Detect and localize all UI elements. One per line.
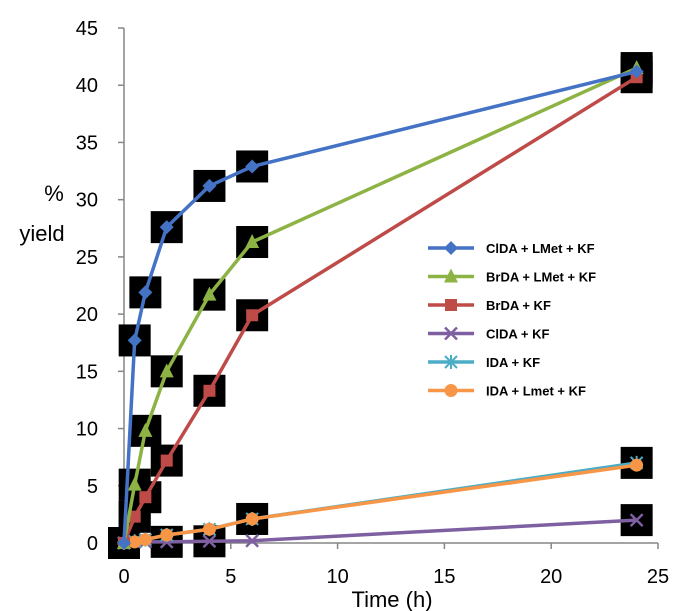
legend-item: BrDA + KF — [428, 298, 551, 313]
series-0 — [117, 64, 644, 550]
data-point — [127, 476, 142, 491]
data-point — [128, 510, 141, 523]
legend-item: IDA + Lmet + KF — [428, 384, 586, 399]
legend-label: BrDA + LMet + KF — [486, 270, 596, 285]
y-tick-label: 10 — [76, 419, 98, 441]
x-axis-title: Time (h) — [351, 587, 432, 611]
data-point — [159, 363, 174, 378]
y-tick-label: 30 — [76, 190, 98, 212]
data-point — [160, 454, 173, 467]
legend-marker — [444, 384, 458, 397]
data-point — [138, 285, 153, 300]
legend-label: IDA + KF — [486, 355, 540, 370]
legend-marker — [444, 355, 458, 369]
series-layer — [108, 52, 653, 559]
legend: ClDA + LMet + KF BrDA + LMet + KF BrDA + K… — [428, 241, 596, 399]
data-point — [138, 533, 152, 547]
legend-marker — [445, 299, 457, 311]
data-point — [629, 64, 644, 79]
series-line — [123, 463, 637, 545]
y-tick-label: 5 — [87, 476, 98, 498]
data-point — [245, 512, 259, 526]
legend-label: ClDA + KF — [486, 327, 549, 342]
data-point — [246, 309, 259, 322]
data-point — [128, 535, 142, 549]
data-point — [245, 159, 260, 174]
legend-label: IDA + Lmet + KF — [486, 384, 586, 399]
x-tick-label: 25 — [647, 566, 669, 588]
x-tick-label: 5 — [225, 566, 236, 588]
y-tick-label: 20 — [76, 304, 98, 326]
data-point — [127, 333, 142, 348]
data-point — [245, 533, 260, 548]
legend-item: ClDA + LMet + KF — [428, 241, 595, 256]
data-point — [629, 513, 644, 527]
x-tick-label: 0 — [118, 566, 129, 588]
data-point — [139, 491, 152, 504]
data-point — [117, 536, 131, 550]
data-point — [160, 528, 174, 542]
data-point — [202, 178, 217, 193]
x-tick-label: 20 — [540, 566, 562, 588]
legend-item: BrDA + LMet + KF — [428, 268, 596, 285]
y-tick-label: 40 — [76, 75, 98, 97]
data-point — [202, 522, 216, 536]
data-point — [630, 458, 644, 472]
y-axis-title-line2: yield — [19, 221, 64, 246]
y-tick-label: 25 — [76, 247, 98, 269]
y-tick-label: 0 — [87, 533, 98, 555]
data-point — [202, 286, 217, 301]
x-tick-label: 10 — [326, 566, 348, 588]
legend-item: ClDA + KF — [428, 327, 549, 342]
axis-ticks: 0 5 10 15 20 25 30 35 40 45 0 5 10 15 20 25 — [76, 18, 669, 588]
y-tick-label: 45 — [76, 18, 98, 40]
y-axis-title-line1: % — [44, 181, 64, 206]
data-point — [202, 534, 217, 549]
data-point — [245, 234, 260, 249]
legend-marker — [444, 241, 458, 255]
data-point — [203, 384, 216, 397]
legend-marker — [444, 268, 458, 283]
y-tick-label: 15 — [76, 361, 98, 383]
legend-marker — [444, 326, 458, 341]
data-point — [159, 220, 174, 235]
legend-item: IDA + KF — [428, 355, 540, 370]
y-tick-label: 35 — [76, 132, 98, 154]
legend-label: ClDA + LMet + KF — [486, 241, 595, 256]
legend-label: BrDA + KF — [486, 298, 551, 313]
data-point — [138, 422, 153, 437]
x-tick-label: 15 — [433, 566, 455, 588]
